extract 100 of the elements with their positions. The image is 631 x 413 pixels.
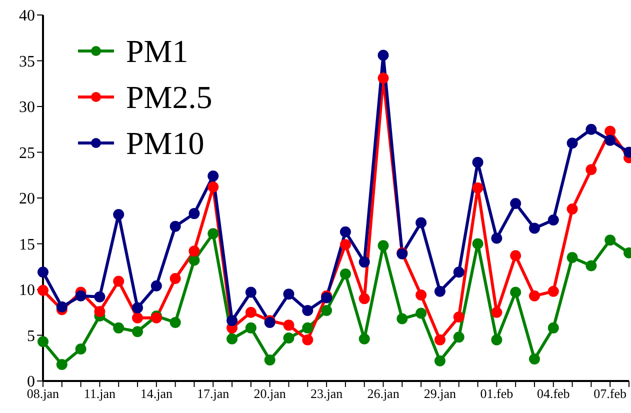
point: [75, 290, 86, 302]
x-tick-label: 23.jan: [310, 386, 344, 402]
point: [208, 182, 219, 193]
point: [510, 198, 522, 209]
point: [358, 256, 370, 268]
point: [132, 312, 144, 324]
x-tick-label: 01.feb: [480, 386, 514, 402]
point: [94, 291, 106, 302]
point: [472, 182, 484, 194]
point: [396, 313, 408, 324]
point: [566, 203, 578, 214]
point: [321, 305, 332, 316]
point: [113, 276, 124, 287]
y-tick-label: 15: [19, 236, 35, 254]
x-tick-label: 08.jan: [26, 386, 60, 402]
y-tick-label: 35: [19, 53, 35, 70]
legend-label: PM10: [126, 125, 204, 161]
point: [283, 320, 294, 331]
point: [170, 273, 181, 284]
point: [283, 332, 294, 344]
point: [358, 293, 370, 304]
x-tick-label: 17.jan: [197, 386, 230, 402]
point: [340, 268, 351, 280]
point: [340, 226, 351, 238]
point: [113, 322, 124, 334]
x-tick-label: 26.jan: [367, 386, 400, 402]
point: [548, 286, 559, 297]
point: [302, 334, 314, 346]
point: [378, 240, 389, 252]
x-tick-label: 11.jan: [84, 386, 116, 402]
point: [188, 246, 200, 257]
legend-label: PM2.5: [126, 79, 212, 115]
point: [472, 238, 484, 250]
point: [358, 333, 370, 344]
point: [566, 138, 578, 149]
point: [510, 286, 522, 298]
point: [378, 50, 389, 61]
x-tick-label: 20.jan: [254, 386, 286, 402]
point: [604, 134, 616, 146]
point: [245, 286, 256, 298]
point: [94, 306, 106, 317]
y-tick-label: 40: [19, 8, 35, 25]
point: [548, 322, 559, 334]
point: [528, 222, 540, 234]
point: [38, 284, 48, 296]
point: [188, 254, 200, 266]
point: [434, 334, 446, 346]
point: [548, 214, 559, 226]
point: [188, 208, 200, 220]
point: [453, 332, 464, 343]
x-tick-label: 04.feb: [536, 386, 570, 402]
point: [245, 306, 256, 318]
point: [453, 266, 464, 278]
point: [491, 306, 502, 318]
point: [132, 302, 144, 314]
point: [245, 322, 256, 334]
point: [132, 326, 144, 338]
point: [226, 333, 238, 344]
point: [566, 252, 578, 263]
point: [150, 280, 162, 292]
point: [434, 286, 446, 297]
point: [416, 308, 427, 319]
point: [378, 72, 389, 84]
y-tick-label: 25: [19, 144, 35, 162]
x-tick-label: 29.jan: [424, 386, 457, 402]
point: [302, 305, 314, 316]
point: [416, 289, 427, 300]
point: [56, 359, 68, 370]
x-tick-label: 07.feb: [594, 386, 627, 402]
point: [75, 343, 86, 354]
point: [170, 316, 181, 328]
x-tick-label: 14.jan: [140, 386, 173, 402]
point: [208, 170, 219, 182]
point: [453, 311, 464, 322]
point: [170, 220, 181, 232]
point: [208, 228, 219, 240]
point: [491, 334, 502, 346]
point: [434, 355, 446, 366]
point: [604, 126, 616, 137]
point: [528, 290, 540, 302]
point: [586, 260, 597, 272]
point: [226, 315, 238, 326]
point: [56, 301, 68, 312]
point: [283, 288, 294, 300]
point: [472, 156, 484, 168]
point: [491, 232, 502, 244]
point: [38, 266, 48, 278]
point: [264, 354, 276, 366]
point: [510, 250, 522, 262]
point: [528, 354, 540, 365]
point: [38, 336, 48, 348]
point: [302, 322, 314, 334]
point: [586, 164, 597, 176]
point: [416, 217, 427, 228]
point: [604, 234, 616, 246]
y-tick-label: 5: [27, 328, 35, 345]
y-tick-label: 10: [19, 282, 35, 300]
y-tick-label: 20: [19, 190, 35, 208]
point: [340, 239, 351, 250]
y-tick-label: 30: [19, 99, 35, 116]
